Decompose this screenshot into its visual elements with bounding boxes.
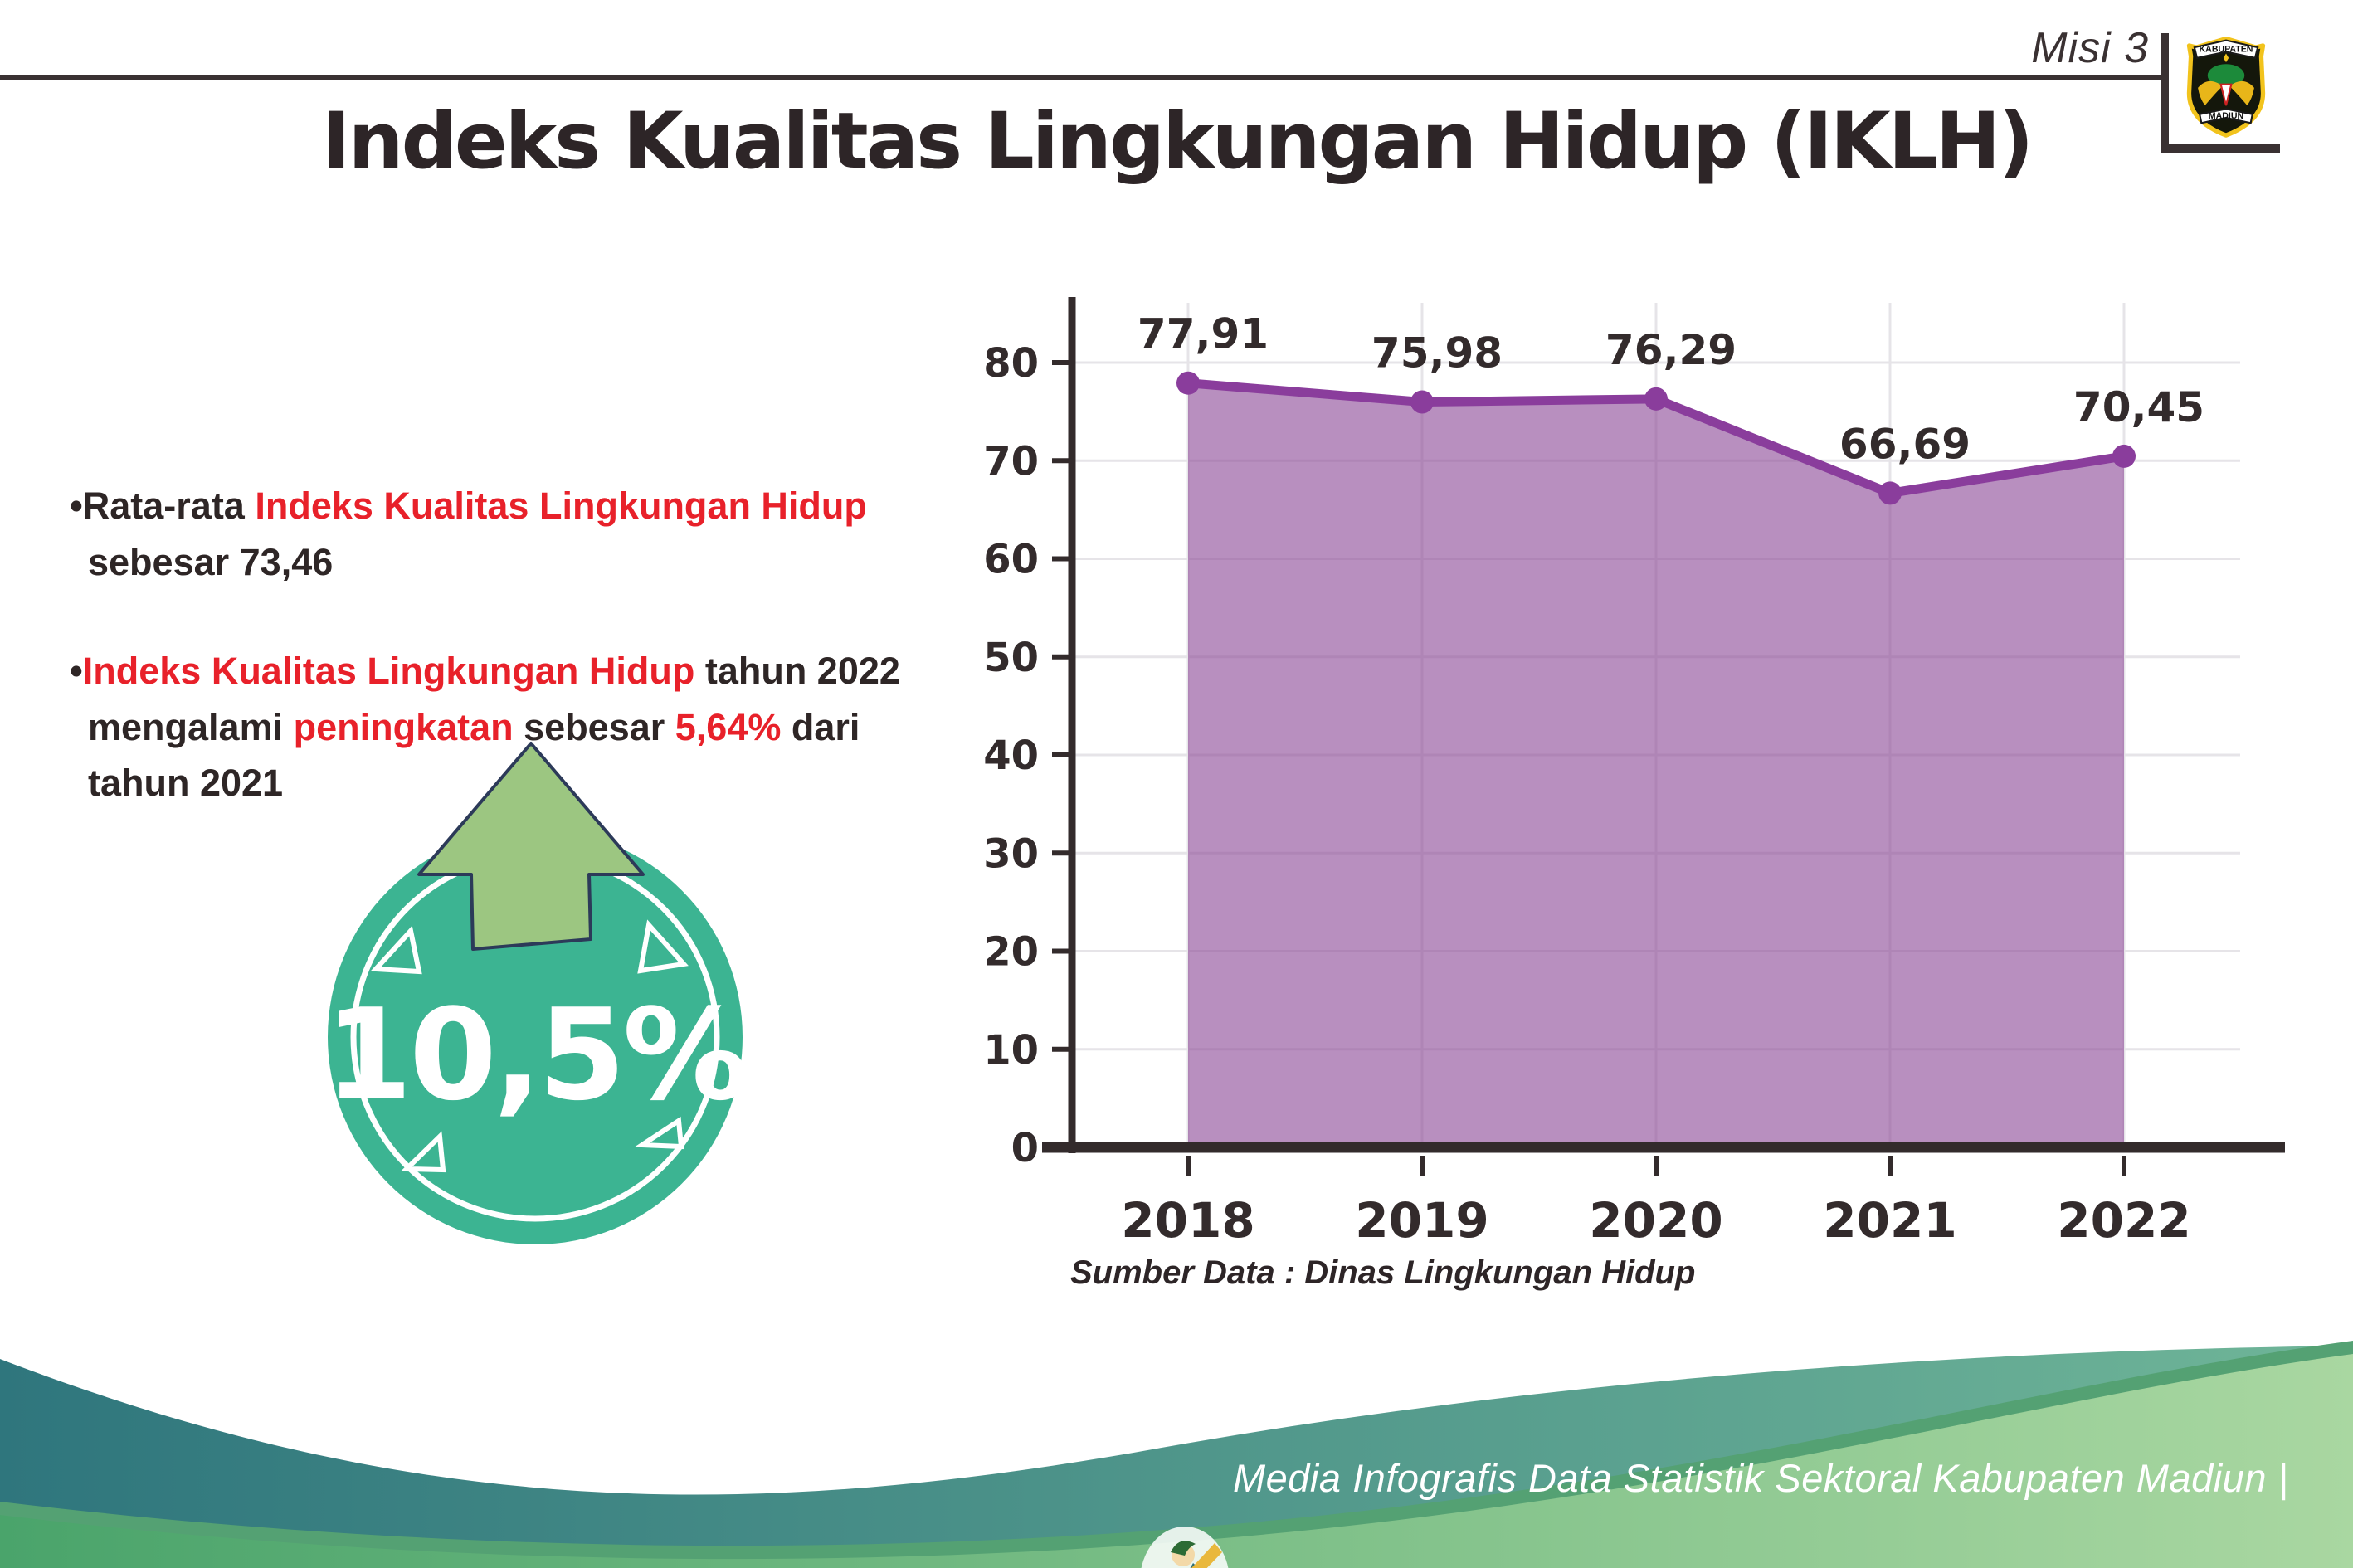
badge-sparkle-upper-right xyxy=(637,919,689,974)
bullet2-red3: 5,64% xyxy=(675,705,782,748)
header-rule xyxy=(0,75,2161,80)
x-year-label: 2020 xyxy=(1589,1192,1722,1249)
logo-wing-right xyxy=(2229,80,2254,106)
mascot-wrap xyxy=(1141,1527,1229,1568)
kabupaten-madiun-logo-icon: KABUPATEN MADIUN xyxy=(2186,37,2266,138)
data-point-marker xyxy=(2112,444,2136,468)
footer-caption: Media Infografis Data Statistik Sektoral… xyxy=(1233,1456,2289,1500)
y-tick-label: 0 xyxy=(1011,1125,1039,1171)
bullet1-text-red: Indeks Kualitas Lingkungan Hidup xyxy=(255,485,867,527)
page-title: Indeks Kualitas Lingkungan Hidup (IKLH) xyxy=(321,96,2034,187)
y-tick-label: 80 xyxy=(983,340,1039,387)
logo-top-ribbon xyxy=(2193,39,2259,60)
bullet2-black3: sebesar xyxy=(513,705,675,748)
logo-wing-left xyxy=(2198,80,2223,106)
area-fill xyxy=(1188,382,2124,1147)
bullet2-line3: tahun 2021 xyxy=(88,762,284,804)
badge-sparkle-upper-left xyxy=(370,925,422,975)
data-point-label: 66,69 xyxy=(1839,420,1971,468)
plot-layer: 77,91 75,98 76,29 66,69 70,45 xyxy=(1138,310,2204,1147)
data-point-marker xyxy=(1878,481,1902,505)
logo-frame-horizontal xyxy=(2161,144,2280,153)
logo-star xyxy=(2223,53,2229,63)
bullet2-red2: peningkatan xyxy=(293,705,514,748)
up-arrow-icon xyxy=(417,742,645,951)
data-point-marker xyxy=(1176,371,1200,395)
data-point-label: 77,91 xyxy=(1138,310,1269,358)
x-year-label: 2021 xyxy=(1823,1192,1956,1249)
bullet2-red1: Indeks Kualitas Lingkungan Hidup xyxy=(82,650,695,692)
bullet1-line2: sebesar 73,46 xyxy=(88,540,334,583)
x-year-label: 2018 xyxy=(1121,1192,1254,1249)
y-tick-label: 20 xyxy=(983,929,1039,976)
mascot-icon xyxy=(1141,1527,1229,1568)
mascot-cap xyxy=(1171,1541,1196,1556)
badge-percentage: 10,5% xyxy=(324,981,745,1128)
iklh-area-chart: 77,91 75,98 76,29 66,69 70,45 0 10 20 30 40 50 60 7… xyxy=(954,290,2315,1315)
logo-top-text: KABUPATEN xyxy=(2200,44,2253,54)
badge-sparkle-lower-right xyxy=(634,1116,684,1150)
x-year-label: 2022 xyxy=(2057,1192,2190,1249)
increase-badge: 10,5% xyxy=(324,742,749,1244)
logo-tree xyxy=(2207,64,2245,87)
y-tick-label: 30 xyxy=(983,830,1039,877)
x-year-label: 2019 xyxy=(1355,1192,1488,1249)
data-point-marker xyxy=(1410,390,1434,414)
logo-frame-vertical xyxy=(2161,33,2169,153)
badge-circle xyxy=(328,830,743,1244)
bullet1-text-black: Rata-rata xyxy=(82,485,256,527)
data-point-label: 75,98 xyxy=(1371,329,1503,377)
bullet2-black2: mengalami xyxy=(88,705,294,748)
bullet-average-iklh: •Rata-rata Indeks Kualitas Lingkungan Hi… xyxy=(70,485,867,583)
y-tick-label: 40 xyxy=(983,733,1039,779)
logo-bottom-text: MADIUN xyxy=(2209,111,2243,121)
data-point-label: 76,29 xyxy=(1605,326,1737,374)
key-points: •Rata-rata Indeks Kualitas Lingkungan Hi… xyxy=(70,478,1040,864)
y-tick-label: 60 xyxy=(983,537,1039,583)
chart-canvas: 77,91 75,98 76,29 66,69 70,45 0 10 20 30 40 50 60 7… xyxy=(983,297,2285,1249)
misi-label: Misi 3 xyxy=(2031,24,2149,72)
bullet2-black4: dari xyxy=(781,705,860,748)
mascot-arm xyxy=(1191,1543,1222,1568)
axis-label-layer: 0 10 20 30 40 50 60 70 80 2018 2019 2020 2021 2022 xyxy=(983,340,2191,1249)
bullet2-black1: tahun 2022 xyxy=(694,650,900,692)
data-source-note: Sumber Data : Dinas Lingkungan Hidup xyxy=(1070,1254,1696,1291)
badge-sparkle-lower-left xyxy=(400,1131,446,1173)
footer-waves xyxy=(0,1341,2353,1568)
y-tick-label: 10 xyxy=(983,1027,1039,1074)
y-tick-label: 70 xyxy=(983,438,1039,485)
y-tick-label: 50 xyxy=(983,635,1039,681)
data-point-label: 70,45 xyxy=(2073,383,2204,431)
data-point-marker xyxy=(1644,387,1668,411)
bullet-increase-iklh: •Indeks Kualitas Lingkungan Hidup tahun … xyxy=(70,650,900,804)
logo-kris xyxy=(2219,83,2233,106)
footer-wave-green xyxy=(0,1354,2353,1568)
logo-bottom-ribbon xyxy=(2198,108,2254,124)
